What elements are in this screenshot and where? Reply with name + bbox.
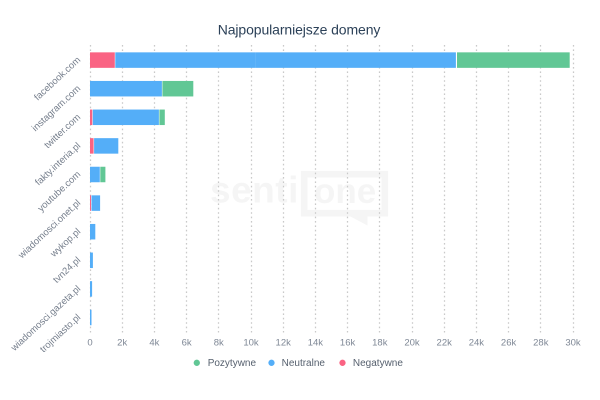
svg-text:10k: 10k xyxy=(243,338,259,349)
svg-text:6k: 6k xyxy=(182,338,192,349)
svg-text:Najpopularniejsze domeny: Najpopularniejsze domeny xyxy=(218,22,381,38)
svg-text:8k: 8k xyxy=(214,338,224,349)
svg-text:20k: 20k xyxy=(404,338,420,349)
svg-text:4k: 4k xyxy=(149,338,159,349)
svg-text:Negatywne: Negatywne xyxy=(353,358,403,369)
svg-text:senti: senti xyxy=(210,169,299,210)
svg-text:26k: 26k xyxy=(501,338,517,349)
svg-text:Neutralne: Neutralne xyxy=(282,358,326,369)
svg-text:22k: 22k xyxy=(437,338,453,349)
svg-text:0: 0 xyxy=(87,338,92,349)
svg-text:18k: 18k xyxy=(372,338,388,349)
svg-text:14k: 14k xyxy=(308,338,324,349)
svg-text:28k: 28k xyxy=(533,338,549,349)
svg-text:24k: 24k xyxy=(469,338,485,349)
svg-text:2k: 2k xyxy=(117,338,127,349)
svg-text:Pozytywne: Pozytywne xyxy=(208,358,257,369)
svg-text:16k: 16k xyxy=(340,338,356,349)
svg-text:12k: 12k xyxy=(276,338,292,349)
svg-text:30k: 30k xyxy=(565,338,581,349)
svg-text:one: one xyxy=(314,172,376,211)
